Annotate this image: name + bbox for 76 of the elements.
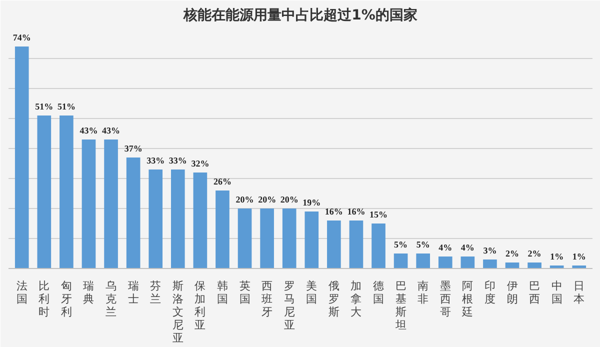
data-label: 5% <box>394 240 408 250</box>
x-tick-label: 中国 <box>551 280 562 306</box>
bar <box>304 212 319 268</box>
bar <box>394 254 408 268</box>
x-tick-label: 法国 <box>16 280 28 306</box>
data-label: 32% <box>191 158 210 168</box>
x-tick-label: 俄罗斯 <box>328 280 340 318</box>
data-label: 2% <box>528 248 542 258</box>
bar <box>483 260 497 268</box>
bar <box>216 190 230 268</box>
bar <box>528 262 542 268</box>
x-tick-label: 英国 <box>239 280 250 306</box>
x-tick-label: 印度 <box>484 280 496 306</box>
data-label: 15% <box>370 210 388 220</box>
x-tick-label: 保加利亚 <box>194 280 206 332</box>
data-label: 4% <box>460 242 474 252</box>
bar <box>349 220 364 268</box>
bar <box>327 220 341 268</box>
x-tick-label: 巴基斯坦 <box>394 280 406 332</box>
bar <box>282 208 296 268</box>
x-tick-label: 巴西 <box>529 280 540 306</box>
data-label: 26% <box>213 176 232 186</box>
bar <box>372 224 386 268</box>
data-label: 2% <box>506 248 520 258</box>
data-label: 33% <box>168 156 187 166</box>
bar <box>193 172 208 268</box>
data-label: 16% <box>347 206 366 216</box>
data-label: 43% <box>102 126 120 136</box>
bar <box>238 208 252 268</box>
x-tick-label: 斯洛文尼亚 <box>172 280 184 344</box>
x-tick-label: 阿根廷 <box>461 280 474 318</box>
data-label: 16% <box>324 206 343 216</box>
data-label: 51% <box>57 102 76 112</box>
bar <box>260 208 274 268</box>
x-tick-label: 德国 <box>373 280 384 306</box>
bar <box>104 140 118 268</box>
x-tick-label: 日本 <box>574 280 585 306</box>
x-tick-label: 瑞士 <box>128 280 139 306</box>
data-label: 20% <box>236 194 254 204</box>
x-tick-label: 美国 <box>306 280 318 306</box>
data-label: 74% <box>12 32 31 42</box>
chart-title: 核能在能源用量中占比超过1%的国家 <box>182 6 418 24</box>
x-tick-label: 加拿大 <box>350 280 362 318</box>
x-tick-label: 乌克兰 <box>106 280 117 318</box>
data-label: 1% <box>550 252 564 262</box>
data-label: 5% <box>416 240 430 250</box>
data-label: 43% <box>80 126 98 136</box>
bar <box>82 140 96 268</box>
bar <box>438 256 452 268</box>
data-label: 1% <box>572 252 586 262</box>
x-tick-label: 南非 <box>418 280 429 306</box>
bar <box>60 116 74 268</box>
data-label: 33% <box>146 156 165 166</box>
data-label: 51% <box>35 102 54 112</box>
x-tick-label: 芬兰 <box>150 280 162 306</box>
data-label: 4% <box>438 242 452 252</box>
x-tick-label: 西班牙 <box>262 280 273 318</box>
x-tick-label: 伊朗 <box>506 280 518 306</box>
bar <box>148 170 163 268</box>
x-tick-label: 墨西哥 <box>440 280 451 318</box>
data-label: 37% <box>124 144 142 154</box>
bar <box>460 256 475 268</box>
bar <box>170 170 185 268</box>
x-tick-label: 罗马尼亚 <box>284 280 295 332</box>
bar <box>37 116 52 268</box>
data-label: 19% <box>302 198 321 208</box>
x-tick-label: 瑞典 <box>83 280 94 306</box>
data-label: 3% <box>483 246 497 256</box>
x-tick-label: 匈牙利 <box>60 280 72 318</box>
data-label: 20% <box>258 194 276 204</box>
x-tick-label: 比利时 <box>38 280 50 318</box>
x-tick-label: 韩国 <box>216 280 228 306</box>
bar <box>126 158 140 268</box>
bar <box>14 46 29 268</box>
bar <box>416 254 430 268</box>
data-label: 20% <box>280 194 298 204</box>
